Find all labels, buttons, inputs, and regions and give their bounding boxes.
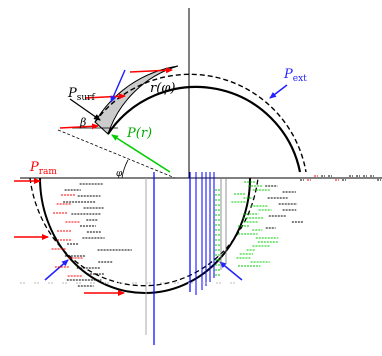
ram-arrow xyxy=(59,123,99,130)
p-surf-label: Psurf xyxy=(67,86,95,103)
gray-shell xyxy=(94,65,179,135)
p-r-label: P(r) xyxy=(126,126,152,141)
p-ext-label: Pext xyxy=(283,67,307,84)
ext-arrow xyxy=(110,69,126,103)
artifact-lines xyxy=(145,172,227,345)
r-phi-label: r(φ) xyxy=(150,81,175,96)
ext-arrow xyxy=(44,259,69,281)
ram-arrow xyxy=(129,67,173,74)
polar-line xyxy=(57,129,176,179)
radial-pressure-arrow xyxy=(111,134,171,173)
ram-arrow xyxy=(84,93,126,100)
upper-inner-arc xyxy=(107,85,302,173)
ext-arrow xyxy=(219,261,243,281)
artifact-dashes xyxy=(20,175,381,287)
phi-arc xyxy=(121,159,129,179)
p-ram-label: Pram xyxy=(29,160,57,177)
upper-outer-dashed-arc xyxy=(94,73,307,173)
ext-arrow xyxy=(269,84,288,99)
surface-arrow xyxy=(69,98,101,121)
lower-solid-arc xyxy=(39,177,251,294)
beta-label: β xyxy=(79,116,86,129)
lower-dashed-arc xyxy=(29,177,259,287)
phi-label: φ xyxy=(116,169,123,179)
